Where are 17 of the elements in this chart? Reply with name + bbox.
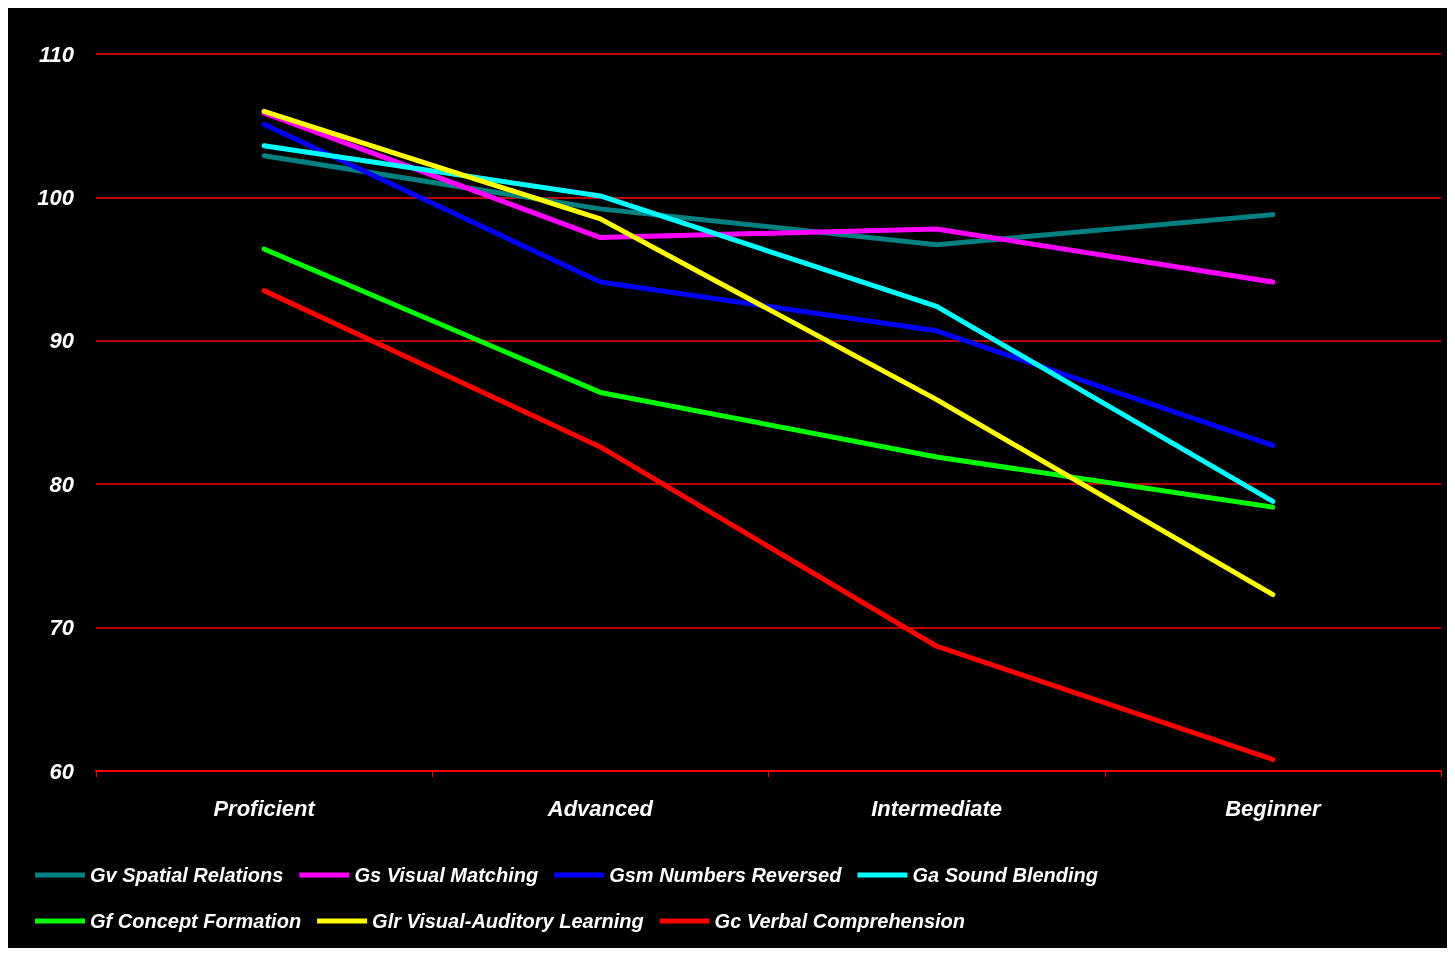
y-tick-label: 90 <box>49 328 75 354</box>
x-tick-label: Intermediate <box>871 795 1003 821</box>
x-tick-label: Beginner <box>1225 795 1322 821</box>
legend-label: Ga Sound Blending <box>912 864 1098 886</box>
y-tick-label: 110 <box>38 41 75 67</box>
y-tick-label: 70 <box>49 615 75 641</box>
y-tick-label: 80 <box>49 471 75 497</box>
legend-label: Gsm Numbers Reversed <box>609 864 843 886</box>
legend-label: Gf Concept Formation <box>90 910 302 932</box>
legend-label: Gv Spatial Relations <box>90 864 284 886</box>
y-tick-label: 100 <box>37 184 75 210</box>
legend-label: Gc Verbal Comprehension <box>714 910 966 932</box>
legend-label: Gs Visual Matching <box>354 864 539 886</box>
x-tick-label: Advanced <box>546 795 654 821</box>
x-tick-label: Proficient <box>213 795 317 821</box>
y-tick-label: 60 <box>49 758 75 784</box>
legend-label: Glr Visual-Auditory Learning <box>372 910 644 932</box>
